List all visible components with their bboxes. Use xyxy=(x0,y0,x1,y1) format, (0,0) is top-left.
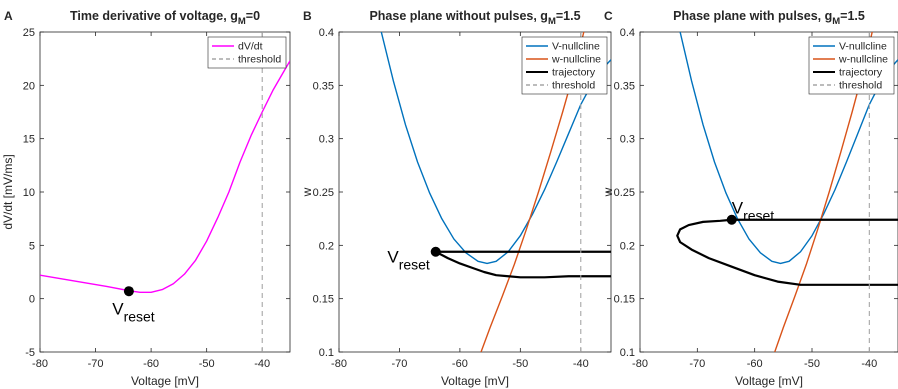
panel-title-end: =1.5 xyxy=(556,9,581,23)
legend-entry: trajectory xyxy=(552,67,596,79)
y-tick-label: 15 xyxy=(23,134,35,146)
panel-c: -80 -70 -60 -50 -40 0.1 0.15 0.2 0.25 0.3 0.35 0.4 V… xyxy=(601,9,898,388)
v-reset-label-sub: reset xyxy=(743,207,774,223)
x-tick-label: -80 xyxy=(32,358,48,370)
y-tick-label: 0.3 xyxy=(319,134,334,146)
legend-entry: V-nullcline xyxy=(552,41,600,53)
y-axis-label: w xyxy=(601,187,615,197)
y-axis-label: dV/dt [mV/ms] xyxy=(1,154,15,229)
x-tick-label: -80 xyxy=(632,358,648,370)
x-axis-label: Voltage [mV] xyxy=(441,374,509,388)
series-v-nullcline xyxy=(380,32,611,265)
legend-entry: threshold xyxy=(238,54,281,66)
x-tick-label: -80 xyxy=(331,358,347,370)
y-tick-label: 0.25 xyxy=(313,187,334,199)
v-reset-label-sub: reset xyxy=(399,256,430,272)
v-reset-marker xyxy=(430,246,441,257)
y-tick-label: 0.4 xyxy=(620,27,635,39)
v-reset-label: Vreset xyxy=(387,247,430,272)
legend: V-nullclinew-nullclinetrajectorythreshol… xyxy=(521,36,608,95)
y-axis-label: w xyxy=(300,187,314,197)
x-tick-label: -70 xyxy=(689,358,705,370)
y-tick-label: 0.25 xyxy=(614,187,635,199)
y-tick-label: 0.15 xyxy=(614,294,635,306)
v-reset-label-main: V xyxy=(387,247,399,266)
legend-entry: threshold xyxy=(839,80,882,92)
y-tick-label: 0.1 xyxy=(620,347,635,359)
legend-entry: w-nullcline xyxy=(838,54,888,66)
panel-title-sub: M xyxy=(548,16,556,27)
y-tick-label: 0 xyxy=(29,294,35,306)
x-tick-label: -60 xyxy=(747,358,763,370)
x-tick-label: -40 xyxy=(861,358,877,370)
y-tick-label: -5 xyxy=(25,347,35,359)
y-tick-label: 0.2 xyxy=(620,240,635,252)
v-reset-marker xyxy=(726,214,737,225)
x-tick-label: -50 xyxy=(199,358,215,370)
series-v-nullcline xyxy=(679,32,898,265)
panel-title-main: Time derivative of voltage, g xyxy=(70,9,238,23)
v-reset-label: Vreset xyxy=(732,198,775,223)
x-tick-label: -50 xyxy=(804,358,820,370)
panel-title: Time derivative of voltage, gM=0 xyxy=(70,9,260,27)
y-tick-label: 5 xyxy=(29,240,35,252)
y-tick-label: 0.35 xyxy=(313,80,334,92)
legend-entry: trajectory xyxy=(839,67,883,79)
y-tick-label: 0.4 xyxy=(319,27,334,39)
x-tick-label: -40 xyxy=(254,358,270,370)
x-tick-label: -70 xyxy=(391,358,407,370)
panel-title-sub: M xyxy=(238,16,246,27)
series-trajectory xyxy=(435,250,611,279)
v-reset-label-main: V xyxy=(732,198,744,217)
legend-entry: dV/dt xyxy=(238,41,263,53)
legend-entry: V-nullcline xyxy=(839,41,887,53)
y-tick-label: 10 xyxy=(23,187,35,199)
v-reset-label-sub: reset xyxy=(124,309,155,325)
x-tick-label: -60 xyxy=(452,358,468,370)
panel-title: Phase plane without pulses, gM=1.5 xyxy=(369,9,580,27)
v-reset-marker xyxy=(123,286,134,297)
panel-title-main: Phase plane with pulses, g xyxy=(673,9,832,23)
y-tick-label: 0.2 xyxy=(319,240,334,252)
x-tick-label: -70 xyxy=(88,358,104,370)
y-tick-label: 0.35 xyxy=(614,80,635,92)
panel-b: -80 -70 -60 -50 -40 0.1 0.15 0.2 0.25 0.3 0.35 0.4 V… xyxy=(300,9,612,388)
legend-box xyxy=(207,36,287,69)
x-tick-label: -50 xyxy=(512,358,528,370)
y-tick-label: 0.3 xyxy=(620,134,635,146)
x-axis-label: Voltage [mV] xyxy=(735,374,803,388)
series-dv-dt xyxy=(40,60,290,293)
panel-title-main: Phase plane without pulses, g xyxy=(369,9,548,23)
legend: V-nullclinew-nullclinetrajectorythreshol… xyxy=(808,36,895,95)
legend-entry: w-nullcline xyxy=(551,54,601,66)
panel-title-end: =1.5 xyxy=(840,9,865,23)
v-reset-label: Vreset xyxy=(112,300,155,325)
y-tick-label: 20 xyxy=(23,80,35,92)
series-trajectory xyxy=(676,218,898,286)
x-tick-label: -40 xyxy=(573,358,589,370)
y-tick-label: 25 xyxy=(23,27,35,39)
plot-area xyxy=(40,32,290,352)
x-axis-label: Voltage [mV] xyxy=(131,374,199,388)
panel-title-sub: M xyxy=(832,16,840,27)
panel-title: Phase plane with pulses, gM=1.5 xyxy=(673,9,865,27)
panel-letter: B xyxy=(303,9,312,23)
x-tick-label: -60 xyxy=(143,358,159,370)
panel-letter: C xyxy=(604,9,613,23)
panel-title-end: =0 xyxy=(246,9,260,23)
y-tick-label: 0.1 xyxy=(319,347,334,359)
panel-letter: A xyxy=(4,9,13,23)
legend-entry: threshold xyxy=(552,80,595,92)
y-tick-label: 0.15 xyxy=(313,294,334,306)
v-reset-label-main: V xyxy=(112,300,124,319)
